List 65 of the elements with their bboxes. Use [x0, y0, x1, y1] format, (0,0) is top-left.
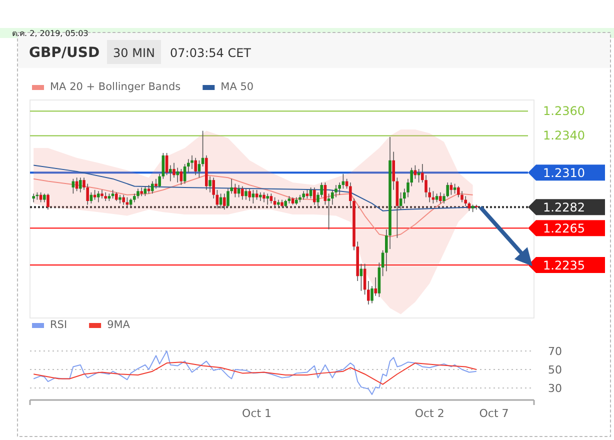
legend-label: 9MA: [107, 319, 131, 331]
candlestick: [381, 250, 384, 277]
candlestick: [270, 193, 273, 204]
candlestick: [79, 177, 82, 193]
line-series: [33, 362, 477, 385]
candlestick: [180, 168, 183, 186]
y-tick-label: 1.2282: [543, 200, 585, 215]
chart-title: GBP/USD: [29, 45, 100, 61]
y-tick-label: 1.2360: [543, 104, 585, 118]
line-series: [33, 350, 477, 395]
legend-label: MA 50: [220, 81, 254, 93]
candlestick: [252, 190, 255, 204]
line-series: [33, 164, 477, 212]
candlestick: [414, 164, 417, 180]
y-tick-label: 1.2265: [543, 222, 585, 236]
x-tick-label: Oct 1: [242, 407, 272, 420]
candlestick: [136, 188, 140, 199]
candlestick: [187, 158, 190, 174]
candlestick: [338, 182, 341, 196]
y-tick-label: 1.2235: [543, 258, 585, 273]
candlestick: [360, 263, 363, 292]
legend-label: MA 20 + Bollinger Bands: [50, 81, 181, 93]
candlestick: [450, 182, 453, 196]
text: 07:03:54 CET: [170, 46, 252, 60]
candlestick: [262, 192, 266, 203]
candlestick: [39, 192, 42, 203]
text: ต.ค. 2, 2019, 05:03: [12, 29, 88, 38]
x-tick-label: Oct 2: [414, 407, 444, 420]
candlestick: [122, 194, 125, 206]
candlestick: [144, 186, 147, 196]
candlestick: [158, 174, 161, 188]
y-tick-label: 70: [548, 345, 562, 358]
candlestick: [237, 184, 240, 198]
candlestick: [313, 187, 316, 206]
chart-subtitle: 30 MIN: [113, 46, 155, 60]
candlestick: [266, 193, 269, 206]
line-series: [33, 174, 474, 238]
candlestick: [457, 186, 460, 198]
candlestick: [176, 167, 179, 183]
legend-label: RSI: [50, 319, 68, 331]
candlestick: [194, 157, 197, 176]
candlestick: [169, 164, 172, 182]
text: Oct 7: [479, 407, 509, 420]
candlestick: [374, 276, 377, 296]
candlestick: [190, 155, 194, 170]
candlestick: [255, 190, 258, 200]
candlestick: [367, 280, 370, 305]
candlestick: [399, 192, 402, 210]
candlestick: [212, 177, 215, 199]
candlestick: [392, 151, 395, 190]
candlestick: [248, 188, 251, 202]
candlestick: [208, 176, 212, 193]
candlestick: [46, 193, 50, 210]
candlestick: [97, 190, 100, 203]
candlestick: [198, 160, 201, 178]
y-tick-label: 50: [548, 363, 562, 376]
candlestick: [151, 180, 154, 194]
candlestick: [223, 193, 226, 210]
y-tick-label: 1.2340: [543, 128, 585, 143]
candlestick: [183, 164, 186, 184]
y-tick-label: 1.2310: [543, 166, 585, 180]
candlestick: [439, 192, 442, 204]
y-tick-label: 30: [548, 382, 562, 395]
candlestick: [244, 188, 248, 200]
candlestick: [241, 186, 244, 200]
